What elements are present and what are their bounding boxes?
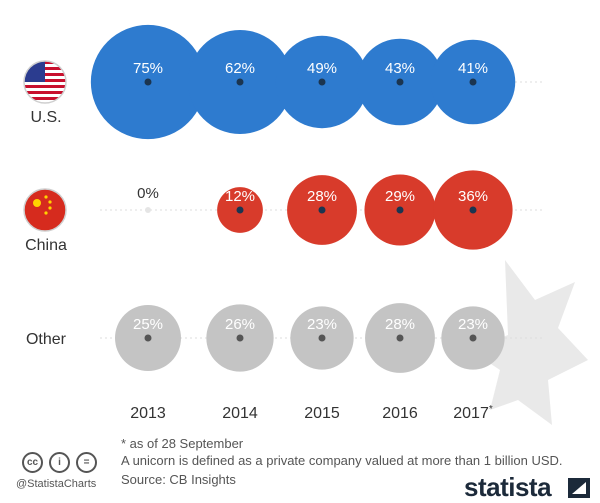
china-flag-star	[44, 195, 48, 199]
data-label: 28%	[385, 316, 415, 333]
bubble-center-dot	[396, 78, 404, 86]
data-label: 41%	[458, 60, 488, 77]
data-label: 49%	[307, 60, 337, 77]
data-label: 12%	[225, 188, 255, 205]
data-label: 26%	[225, 316, 255, 333]
bubble-center-dot	[469, 78, 477, 86]
bubble-center-dot	[236, 78, 244, 86]
bubble-center-dot	[469, 206, 477, 214]
china-flag-icon	[23, 188, 67, 232]
x-tick-label: 2015	[304, 405, 340, 422]
row-label: China	[25, 237, 67, 254]
data-label: 25%	[133, 316, 163, 333]
china-flag-star	[33, 199, 41, 207]
china-flag-star	[48, 206, 52, 210]
x-tick-label: 2014	[222, 405, 258, 422]
data-label: 43%	[385, 60, 415, 77]
bubble-center-dot	[144, 334, 152, 342]
data-label: 36%	[458, 188, 488, 205]
x-tick-label: 2017*	[453, 404, 493, 422]
us-flag-icon	[23, 60, 67, 104]
x-tick-label: 2016	[382, 405, 418, 422]
data-label: 0%	[137, 185, 159, 202]
bubble-center-dot	[318, 334, 326, 342]
china-flag-star	[48, 200, 52, 204]
row-label: U.S.	[30, 109, 61, 126]
china-flag-star	[44, 211, 48, 215]
bubble-center-dot	[396, 206, 404, 214]
bubble-center-dot	[318, 206, 326, 214]
data-label: 75%	[133, 60, 163, 77]
data-label: 62%	[225, 60, 255, 77]
bubble-center-dot	[236, 334, 244, 342]
data-label: 23%	[307, 316, 337, 333]
x-tick-label: 2013	[130, 405, 166, 422]
bubble-center-dot	[469, 334, 477, 342]
bubble-center-dot	[144, 78, 152, 86]
bubble-center-dot	[236, 206, 244, 214]
bubble-center-dot	[145, 207, 151, 213]
data-label: 29%	[385, 188, 415, 205]
bubble-center-dot	[318, 78, 326, 86]
data-label: 28%	[307, 188, 337, 205]
row-label: Other	[26, 331, 67, 348]
data-label: 23%	[458, 316, 488, 333]
unicorn-watermark	[470, 260, 588, 425]
bubble-center-dot	[396, 334, 404, 342]
